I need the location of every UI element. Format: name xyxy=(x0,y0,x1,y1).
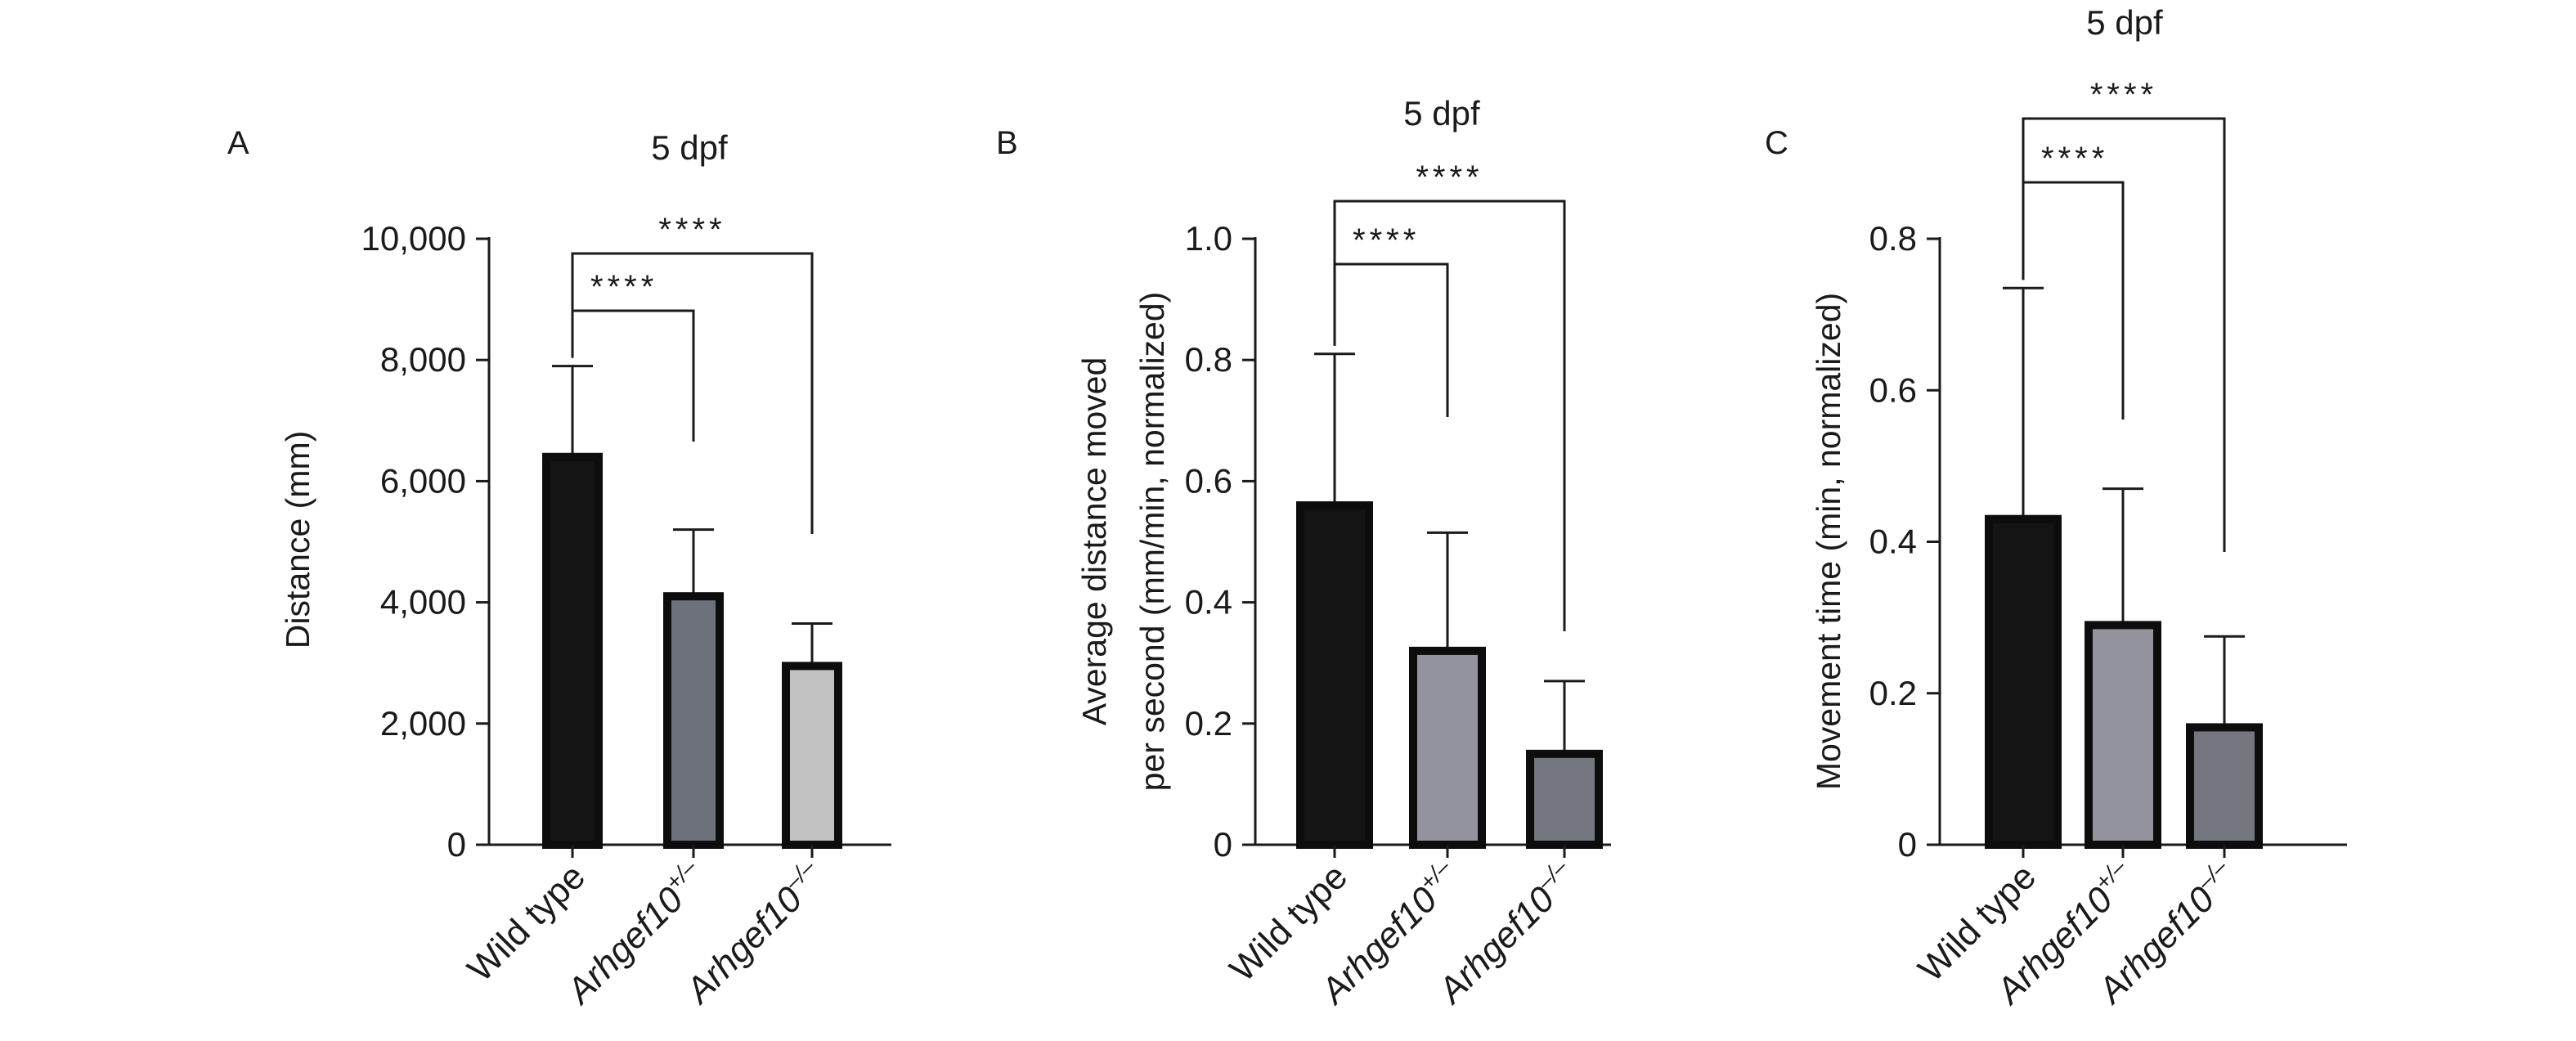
y-tick-label: 0.8 xyxy=(1869,219,1917,258)
y-tick-label: 6,000 xyxy=(380,461,466,500)
significance-label: **** xyxy=(2090,77,2157,113)
x-tick-label: Arhgef10–/– xyxy=(1427,854,1586,1012)
chart-title: 5 dpf xyxy=(1403,94,1480,132)
bar xyxy=(2085,621,2161,849)
y-tick-label: 0 xyxy=(1214,825,1232,864)
bar xyxy=(1409,646,1486,849)
panel-label: A xyxy=(227,125,249,161)
panel-label: B xyxy=(996,125,1018,161)
significance-bracket xyxy=(2022,181,2125,420)
significance-bracket xyxy=(1333,200,1566,631)
significance-bracket xyxy=(1333,262,1449,417)
y-tick-label: 1.0 xyxy=(1185,219,1232,258)
panel-a: A 5 dpf Distance (mm) 0 2,000 4,000 6,000 8,… xyxy=(227,125,891,1013)
y-tick-label: 0.4 xyxy=(1869,523,1917,561)
y-tick-label: 0.4 xyxy=(1185,583,1232,621)
y-tick-label: 2,000 xyxy=(380,704,466,743)
chart-title: 5 dpf xyxy=(651,128,728,167)
y-axis-label: Distance (mm) xyxy=(279,431,316,649)
y-tick-label: 0.2 xyxy=(1869,674,1917,712)
bar xyxy=(663,592,724,849)
y-tick-label: 8,000 xyxy=(380,340,466,379)
bar xyxy=(542,452,603,849)
significance-bracket xyxy=(571,252,814,534)
y-axis-label-line-1: Average distance moved xyxy=(1075,357,1113,726)
y-tick-label: 0.8 xyxy=(1185,340,1232,379)
bar xyxy=(1985,514,2062,850)
y-tick-label: 0 xyxy=(447,825,466,864)
y-tick-label: 10,000 xyxy=(361,219,466,258)
y-tick-label: 0.2 xyxy=(1185,704,1232,743)
bar xyxy=(1526,749,1603,849)
y-tick-label: 0.6 xyxy=(1869,370,1917,409)
significance-label: **** xyxy=(2041,141,2108,177)
y-axis-label-line-2: per second (mm/min, normalized) xyxy=(1133,292,1171,792)
y-tick-label: 0 xyxy=(1898,825,1917,864)
chart-title: 5 dpf xyxy=(2086,3,2163,42)
bar xyxy=(782,662,842,850)
bar xyxy=(1296,501,1373,849)
y-tick-label: 4,000 xyxy=(380,583,466,621)
x-tick-label: Arhgef10–/– xyxy=(675,854,833,1012)
y-axis-label: Movement time (min, normalized) xyxy=(1810,293,1847,790)
y-tick-label: 0.6 xyxy=(1185,461,1232,500)
bar xyxy=(2186,723,2263,850)
significance-label: **** xyxy=(1353,222,1420,258)
significance-label: **** xyxy=(590,269,657,305)
significance-bracket xyxy=(571,309,695,442)
significance-bracket xyxy=(2022,117,2226,552)
panel-label: C xyxy=(1765,125,1788,161)
panel-c: C 5 dpf Movement time (min, normalized) … xyxy=(1765,3,2347,1013)
panel-b: B 5 dpf Average distance moved per secon… xyxy=(996,94,1611,1013)
significance-label: **** xyxy=(658,212,725,248)
significance-label: **** xyxy=(1416,159,1483,195)
